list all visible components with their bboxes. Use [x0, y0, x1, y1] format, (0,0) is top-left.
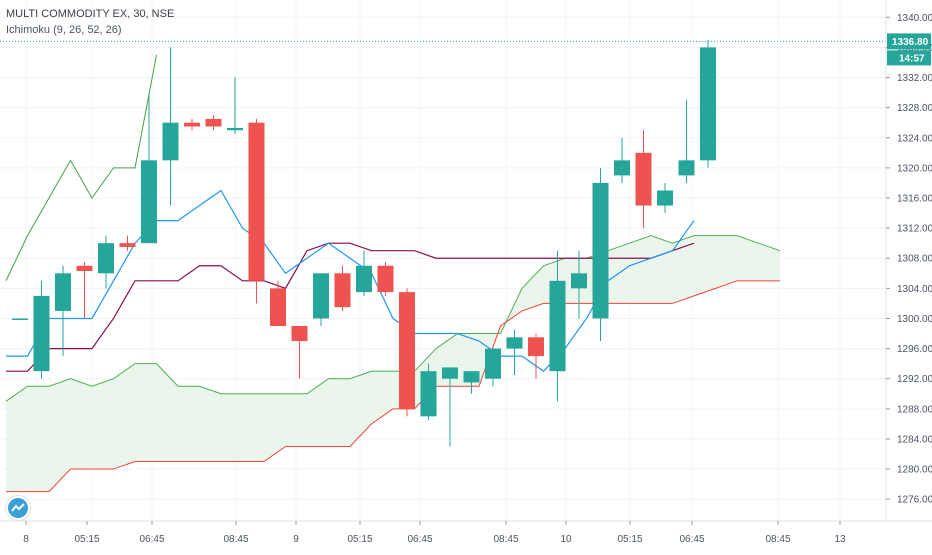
candle-body	[227, 128, 243, 130]
chart-title: MULTI COMMODITY EX, 30, NSE	[6, 8, 174, 20]
price-tick-label: 1324.00	[897, 133, 932, 144]
price-tick-label: 1296.00	[897, 344, 932, 355]
time-tick-label: 06:45	[679, 534, 704, 545]
countdown-label: 14:57	[899, 53, 925, 64]
candle-body	[141, 160, 157, 243]
candle-body	[399, 292, 415, 409]
candle-down[interactable]	[378, 262, 394, 296]
candle-body	[55, 273, 71, 311]
candle-body	[98, 243, 114, 273]
candle-body	[507, 337, 523, 348]
candle-body	[636, 153, 652, 206]
candle-body	[184, 123, 200, 127]
price-tick-label: 1312.00	[897, 224, 932, 235]
price-tick-label: 1304.00	[897, 284, 932, 295]
chart-area[interactable]: 1340.001336.001332.001328.001324.001320.…	[0, 0, 932, 550]
candle-up[interactable]	[593, 168, 609, 341]
candle-body	[120, 243, 136, 247]
price-tick-label: 1288.00	[897, 404, 932, 415]
candle-body	[593, 183, 609, 319]
time-tick-label: 05:15	[347, 534, 372, 545]
price-tick-label: 1300.00	[897, 314, 932, 325]
candle-body	[34, 296, 50, 371]
price-tick-label: 1320.00	[897, 163, 932, 174]
indicator-legend[interactable]: Ichimoku (9, 26, 52, 26)	[6, 24, 122, 36]
candle-body	[421, 371, 437, 416]
candle-body	[614, 160, 630, 175]
price-tick-label: 1316.00	[897, 194, 932, 205]
time-tick-label: 08:45	[223, 534, 248, 545]
time-tick-label: 05:15	[74, 534, 99, 545]
price-tick-label: 1328.00	[897, 103, 932, 114]
candle-up[interactable]	[700, 40, 716, 168]
time-tick-label: 06:45	[407, 534, 432, 545]
candle-body	[700, 47, 716, 160]
candle-body	[378, 266, 394, 292]
candle-down[interactable]	[249, 119, 265, 303]
time-tick-label: 9	[293, 534, 299, 545]
candle-body	[442, 367, 458, 378]
price-tick-label: 1340.00	[897, 13, 932, 24]
candle-body	[679, 160, 695, 175]
candle-body	[335, 273, 351, 307]
price-axis[interactable]: 1340.001336.001332.001328.001324.001320.…	[886, 0, 932, 550]
candle-up[interactable]	[421, 364, 437, 420]
tradingview-logo-badge[interactable]	[6, 496, 30, 520]
last-price-label: 1336.80	[892, 37, 929, 48]
time-axis[interactable]: 8 05:15 06:45 08:45 9 05:15 06:45 08:45 10 05:15 0…	[0, 521, 932, 550]
candle-body	[12, 318, 28, 320]
candle-body	[485, 349, 501, 379]
candle-body	[528, 337, 544, 356]
time-tick-label: 8	[23, 534, 29, 545]
time-tick-label: 13	[834, 534, 846, 545]
tradingview-logo-icon	[6, 496, 30, 520]
price-chart[interactable]: 1340.001336.001332.001328.001324.001320.…	[0, 0, 932, 550]
price-tick-label: 1280.00	[897, 465, 932, 476]
candle-body	[313, 273, 329, 318]
candle-body	[77, 266, 93, 271]
time-tick-label: 08:45	[765, 534, 790, 545]
time-tick-label: 05:15	[617, 534, 642, 545]
candle-up[interactable]	[313, 273, 329, 326]
price-tick-label: 1308.00	[897, 254, 932, 265]
time-tick-label: 10	[560, 534, 572, 545]
candle-body	[550, 281, 566, 371]
price-tick-label: 1276.00	[897, 495, 932, 506]
price-tick-label: 1332.00	[897, 73, 932, 84]
candle-body	[249, 123, 265, 281]
candle-body	[163, 123, 179, 161]
candle-down[interactable]	[399, 288, 415, 416]
candle-body	[571, 273, 587, 288]
price-tick-label: 1292.00	[897, 374, 932, 385]
candle-body	[657, 190, 673, 205]
candle-body	[270, 288, 286, 326]
price-tick-label: 1284.00	[897, 434, 932, 445]
time-tick-label: 08:45	[493, 534, 518, 545]
candle-body	[356, 266, 372, 292]
candle-body	[292, 326, 308, 341]
chart-background	[0, 0, 932, 550]
time-tick-label: 06:45	[139, 534, 164, 545]
candle-up[interactable]	[12, 318, 28, 320]
candle-body	[206, 119, 222, 127]
candle-body	[464, 371, 480, 382]
